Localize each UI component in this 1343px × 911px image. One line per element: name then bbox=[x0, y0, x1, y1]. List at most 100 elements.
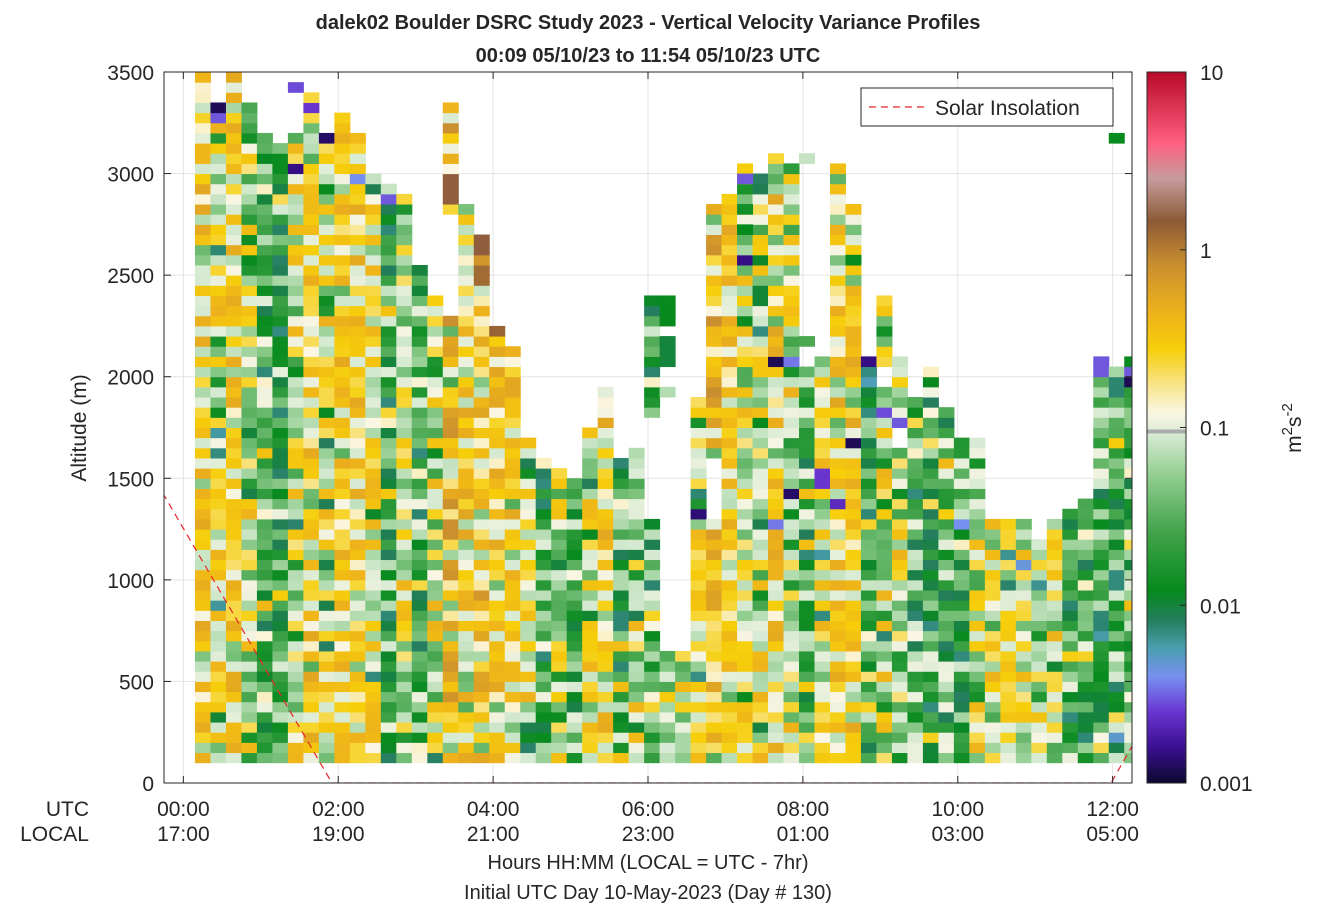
variance-cell bbox=[783, 722, 800, 733]
variance-cell bbox=[644, 356, 661, 368]
variance-cell bbox=[922, 376, 939, 388]
variance-cell bbox=[721, 224, 738, 236]
variance-cell bbox=[582, 518, 599, 530]
variance-cell bbox=[922, 610, 939, 621]
variance-cell bbox=[365, 417, 382, 428]
variance-cell bbox=[860, 650, 877, 662]
variance-cell bbox=[721, 447, 738, 459]
variance-cell bbox=[458, 650, 475, 662]
variance-cell bbox=[1000, 630, 1017, 642]
variance-cell bbox=[829, 376, 846, 388]
variance-cell bbox=[241, 366, 258, 378]
variance-cell bbox=[969, 650, 986, 662]
variance-cell bbox=[551, 681, 568, 693]
variance-cell bbox=[1108, 559, 1125, 571]
variance-cell bbox=[768, 183, 785, 195]
variance-cell bbox=[411, 640, 428, 652]
variance-cell bbox=[411, 529, 428, 540]
variance-cell bbox=[860, 498, 877, 510]
variance-cell bbox=[194, 590, 211, 601]
variance-cell bbox=[210, 437, 227, 449]
variance-cell bbox=[922, 701, 939, 713]
variance-cell bbox=[458, 478, 475, 489]
variance-cell bbox=[737, 315, 754, 327]
variance-cell bbox=[256, 529, 273, 540]
variance-cell bbox=[799, 539, 815, 550]
variance-cell bbox=[768, 539, 785, 550]
variance-cell bbox=[225, 397, 242, 408]
variance-cell bbox=[489, 640, 506, 652]
variance-cell bbox=[829, 559, 846, 571]
variance-cell bbox=[613, 732, 630, 743]
variance-cell bbox=[721, 336, 738, 347]
variance-cell bbox=[349, 701, 366, 713]
variance-cell bbox=[504, 488, 521, 500]
variance-cell bbox=[953, 752, 970, 764]
variance-cell bbox=[1108, 478, 1125, 489]
variance-cell bbox=[876, 539, 893, 550]
variance-cell bbox=[287, 275, 304, 286]
variance-cell bbox=[442, 549, 459, 561]
variance-cell bbox=[365, 437, 382, 449]
variance-cell bbox=[334, 356, 351, 368]
variance-cell bbox=[458, 508, 475, 520]
variance-cell bbox=[1108, 600, 1125, 611]
variance-cell bbox=[380, 305, 397, 317]
variance-cell bbox=[349, 671, 366, 682]
variance-cell bbox=[287, 732, 304, 743]
variance-cell bbox=[241, 275, 258, 286]
variance-cell bbox=[551, 539, 568, 550]
variance-cell bbox=[582, 590, 599, 601]
variance-cell bbox=[504, 600, 521, 611]
x-axis-label-day: Initial UTC Day 10-May-2023 (Day # 130) bbox=[464, 882, 832, 904]
variance-cell bbox=[272, 295, 289, 307]
variance-cell bbox=[768, 590, 785, 601]
variance-cell bbox=[535, 661, 552, 672]
variance-cell bbox=[1108, 407, 1125, 418]
variance-cell bbox=[349, 285, 366, 296]
variance-cell bbox=[411, 275, 428, 286]
variance-cell bbox=[334, 590, 351, 601]
variance-cell bbox=[272, 143, 289, 154]
variance-cell bbox=[504, 397, 521, 408]
variance-cell bbox=[365, 549, 382, 561]
variance-cell bbox=[334, 742, 351, 754]
variance-cell bbox=[938, 468, 955, 479]
variance-cell bbox=[690, 661, 707, 672]
variance-cell bbox=[489, 630, 506, 642]
variance-cell bbox=[225, 447, 242, 459]
variance-cell bbox=[582, 661, 599, 672]
variance-cell bbox=[860, 518, 877, 530]
variance-cell bbox=[318, 285, 335, 296]
variance-cell bbox=[628, 590, 645, 601]
variance-cell bbox=[504, 437, 521, 449]
variance-cell bbox=[458, 275, 475, 286]
variance-cell bbox=[349, 752, 366, 764]
variance-cell bbox=[922, 427, 939, 439]
variance-cell bbox=[566, 722, 583, 733]
variance-cell bbox=[690, 691, 707, 703]
variance-cell bbox=[504, 549, 521, 561]
variance-cell bbox=[287, 244, 304, 256]
variance-cell bbox=[644, 752, 661, 764]
variance-cell bbox=[396, 691, 413, 703]
y-tick-label: 3000 bbox=[107, 164, 154, 187]
variance-cell bbox=[860, 590, 877, 601]
variance-cell bbox=[194, 650, 211, 662]
variance-cell bbox=[287, 346, 304, 357]
variance-cell bbox=[768, 650, 785, 662]
variance-cell bbox=[427, 752, 444, 764]
variance-cell bbox=[969, 640, 986, 652]
variance-cell bbox=[799, 579, 815, 591]
variance-cell bbox=[334, 214, 351, 225]
variance-cell bbox=[427, 529, 444, 540]
variance-cell bbox=[752, 275, 769, 286]
variance-cell bbox=[194, 224, 211, 236]
variance-cell bbox=[334, 336, 351, 347]
variance-cell bbox=[427, 620, 444, 632]
variance-cell bbox=[845, 742, 862, 754]
variance-cell bbox=[349, 214, 366, 225]
variance-cell bbox=[721, 457, 738, 469]
variance-cell bbox=[334, 722, 351, 733]
variance-cell bbox=[891, 366, 908, 378]
